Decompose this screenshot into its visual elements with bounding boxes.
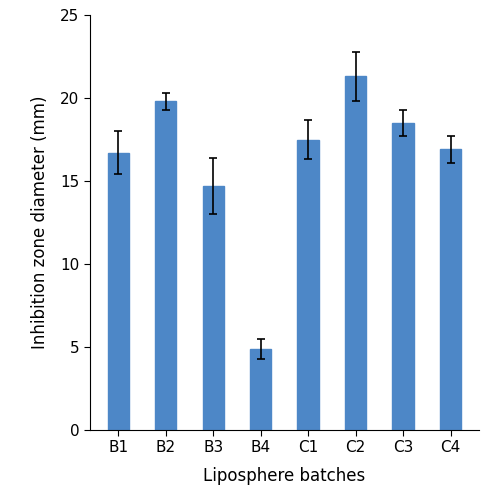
Bar [393,123,414,430]
X-axis label: Liposphere batches: Liposphere batches [203,466,366,484]
Y-axis label: Inhibition zone diameter (mm): Inhibition zone diameter (mm) [31,96,49,349]
Bar [345,76,366,430]
Bar [107,153,129,430]
Bar [250,348,271,430]
Bar [440,150,462,430]
Bar [155,102,176,430]
Bar [203,186,224,430]
Bar [297,140,319,430]
